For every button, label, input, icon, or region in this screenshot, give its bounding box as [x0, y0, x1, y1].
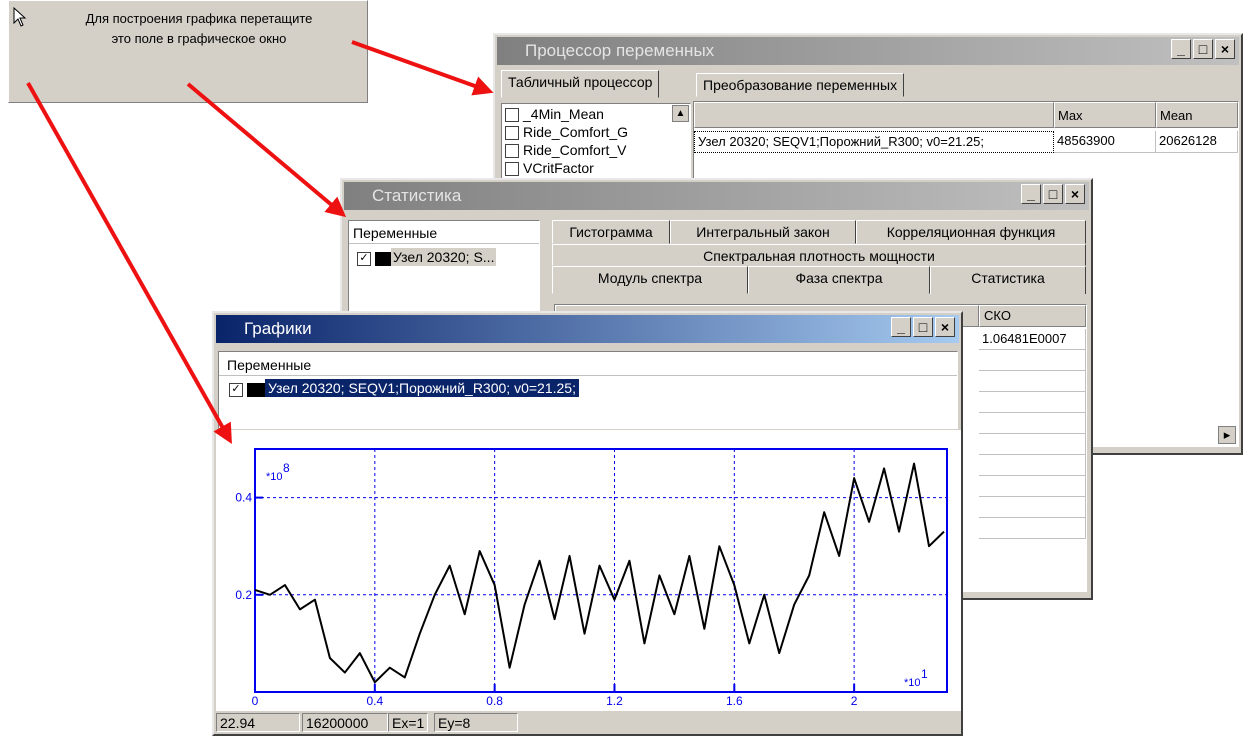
title-bar: Статистика — [344, 182, 1089, 210]
hint-line: это поле в графическое окно — [111, 31, 287, 46]
status-field: 22.94 — [216, 713, 300, 732]
row-line — [979, 350, 1086, 371]
variable-name: Ride_Comfort_V — [523, 142, 627, 158]
tab[interactable]: Спектральная плотность мощности — [552, 244, 1086, 266]
variable-item[interactable]: ✓ Узел 20320; SEQV1;Порожний_R300; v0=21.… — [229, 379, 579, 397]
x-multiplier: *10 — [904, 677, 921, 689]
variable-item[interactable]: VCritFactor — [505, 160, 594, 177]
x-multiplier-exp: 1 — [921, 667, 928, 681]
tab-rows: Гистограмма Интегральный закон Корреляцион… — [552, 220, 1089, 300]
column-header: Mean — [1156, 102, 1238, 128]
variable-item[interactable]: _4Min_Mean — [505, 106, 604, 123]
scroll-arrow[interactable]: ▸ — [1218, 426, 1236, 444]
variable-name: _4Min_Mean — [523, 106, 604, 122]
variable-item[interactable]: ✓ Узел 20320; S... — [357, 248, 497, 266]
table-cell: Узел 20320; SEQV1;Порожний_R300; v0=21.2… — [694, 131, 1054, 153]
close-button[interactable]: × — [1215, 39, 1235, 59]
window-title: Процессор переменных — [525, 41, 715, 60]
maximize-button[interactable]: □ — [1193, 39, 1213, 59]
row-line — [979, 371, 1086, 392]
x-tick-label: 1.2 — [606, 694, 623, 708]
row-line — [979, 476, 1086, 497]
y-tick-label: 0.4 — [235, 491, 252, 505]
plot-frame — [254, 448, 948, 693]
close-button[interactable]: × — [1065, 184, 1085, 204]
column-header: Max — [1054, 102, 1156, 128]
status-field: Ex=1 — [388, 713, 428, 732]
row-line — [979, 434, 1086, 455]
hint-line: Для построения графика перетащите — [85, 11, 313, 26]
row-line — [979, 497, 1086, 518]
table-cell: 48563900 — [1054, 131, 1156, 153]
title-bar: Графики — [216, 315, 959, 343]
title-bar: Процессор переменных — [497, 37, 1239, 65]
x-tick-label: 0.8 — [486, 694, 503, 708]
panel-label: Переменные — [353, 225, 438, 241]
maximize-button[interactable]: □ — [913, 317, 933, 337]
arrow — [186, 82, 347, 218]
variable-name: Узел 20320; S... — [391, 248, 497, 266]
status-bar: 22.94 16200000 Ex=1 Ey=8 — [216, 711, 961, 733]
minimize-button[interactable]: _ — [891, 317, 911, 337]
maximize-button[interactable]: □ — [1043, 184, 1063, 204]
table-cell: 1.06481E0007 — [979, 329, 1086, 350]
minimize-button[interactable]: _ — [1021, 184, 1041, 204]
tab[interactable]: Преобразование переменных — [696, 73, 905, 97]
close-button[interactable]: × — [935, 317, 955, 337]
window-title: Статистика — [372, 186, 462, 205]
variable-name: Ride_Comfort_G — [523, 124, 629, 140]
variable-item[interactable]: Ride_Comfort_V — [505, 142, 627, 159]
window-title: Графики — [244, 319, 312, 338]
cursor-icon — [13, 7, 27, 27]
data-line — [254, 462, 945, 684]
chart-area: 0 0.4 0.8 1.2 1.6 20.20.4*108*101 — [216, 430, 961, 712]
tab[interactable]: Табличный процессор — [501, 70, 660, 98]
x-tick-label: 2 — [851, 694, 858, 708]
panel-label: Переменные — [227, 357, 312, 373]
tab[interactable]: Статистика — [930, 266, 1086, 294]
minimize-button[interactable]: _ — [1171, 39, 1191, 59]
row-line — [979, 455, 1086, 476]
row-line — [979, 392, 1086, 413]
tab[interactable]: Фаза спектра — [748, 266, 930, 294]
x-tick-label: 0 — [252, 694, 259, 708]
graphs-window: Графики _ □ × Переменные ✓ Узел 20320; SE… — [212, 311, 963, 736]
row-line — [979, 518, 1086, 539]
arrow — [26, 82, 232, 444]
tab[interactable]: Модуль спектра — [552, 266, 748, 294]
arrow — [351, 40, 494, 96]
column-header: СКО — [979, 305, 1086, 327]
variable-name: VCritFactor — [523, 160, 594, 176]
scroll-arrow[interactable]: ▲ — [672, 105, 689, 122]
column-header — [694, 102, 1054, 128]
variable-name: Узел 20320; SEQV1;Порожний_R300; v0=21.2… — [265, 379, 579, 397]
table-cell: 20626128 — [1156, 131, 1238, 153]
status-field: Ey=8 — [434, 713, 518, 732]
variable-panel: Переменные ✓ Узел 20320; SEQV1;Порожний_R… — [218, 351, 958, 429]
x-tick-label: 1.6 — [726, 694, 743, 708]
y-tick-label: 0.2 — [235, 588, 252, 602]
tab[interactable]: Интегральный закон — [670, 220, 856, 244]
row-line — [979, 413, 1086, 434]
x-tick-label: 0.4 — [366, 694, 383, 708]
y-multiplier-exp: 8 — [283, 461, 290, 475]
variable-list: _4Min_Mean Ride_Comfort_G Ride_Comfort_V VC… — [501, 103, 691, 183]
y-multiplier: *10 — [266, 471, 283, 483]
drag-hint[interactable]: Для построения графика перетащите это по… — [8, 0, 368, 103]
status-field: 16200000 — [302, 713, 388, 732]
tab[interactable]: Гистограмма — [552, 220, 670, 244]
tab[interactable]: Корреляционная функция — [856, 220, 1086, 244]
variable-item[interactable]: Ride_Comfort_G — [505, 124, 629, 141]
